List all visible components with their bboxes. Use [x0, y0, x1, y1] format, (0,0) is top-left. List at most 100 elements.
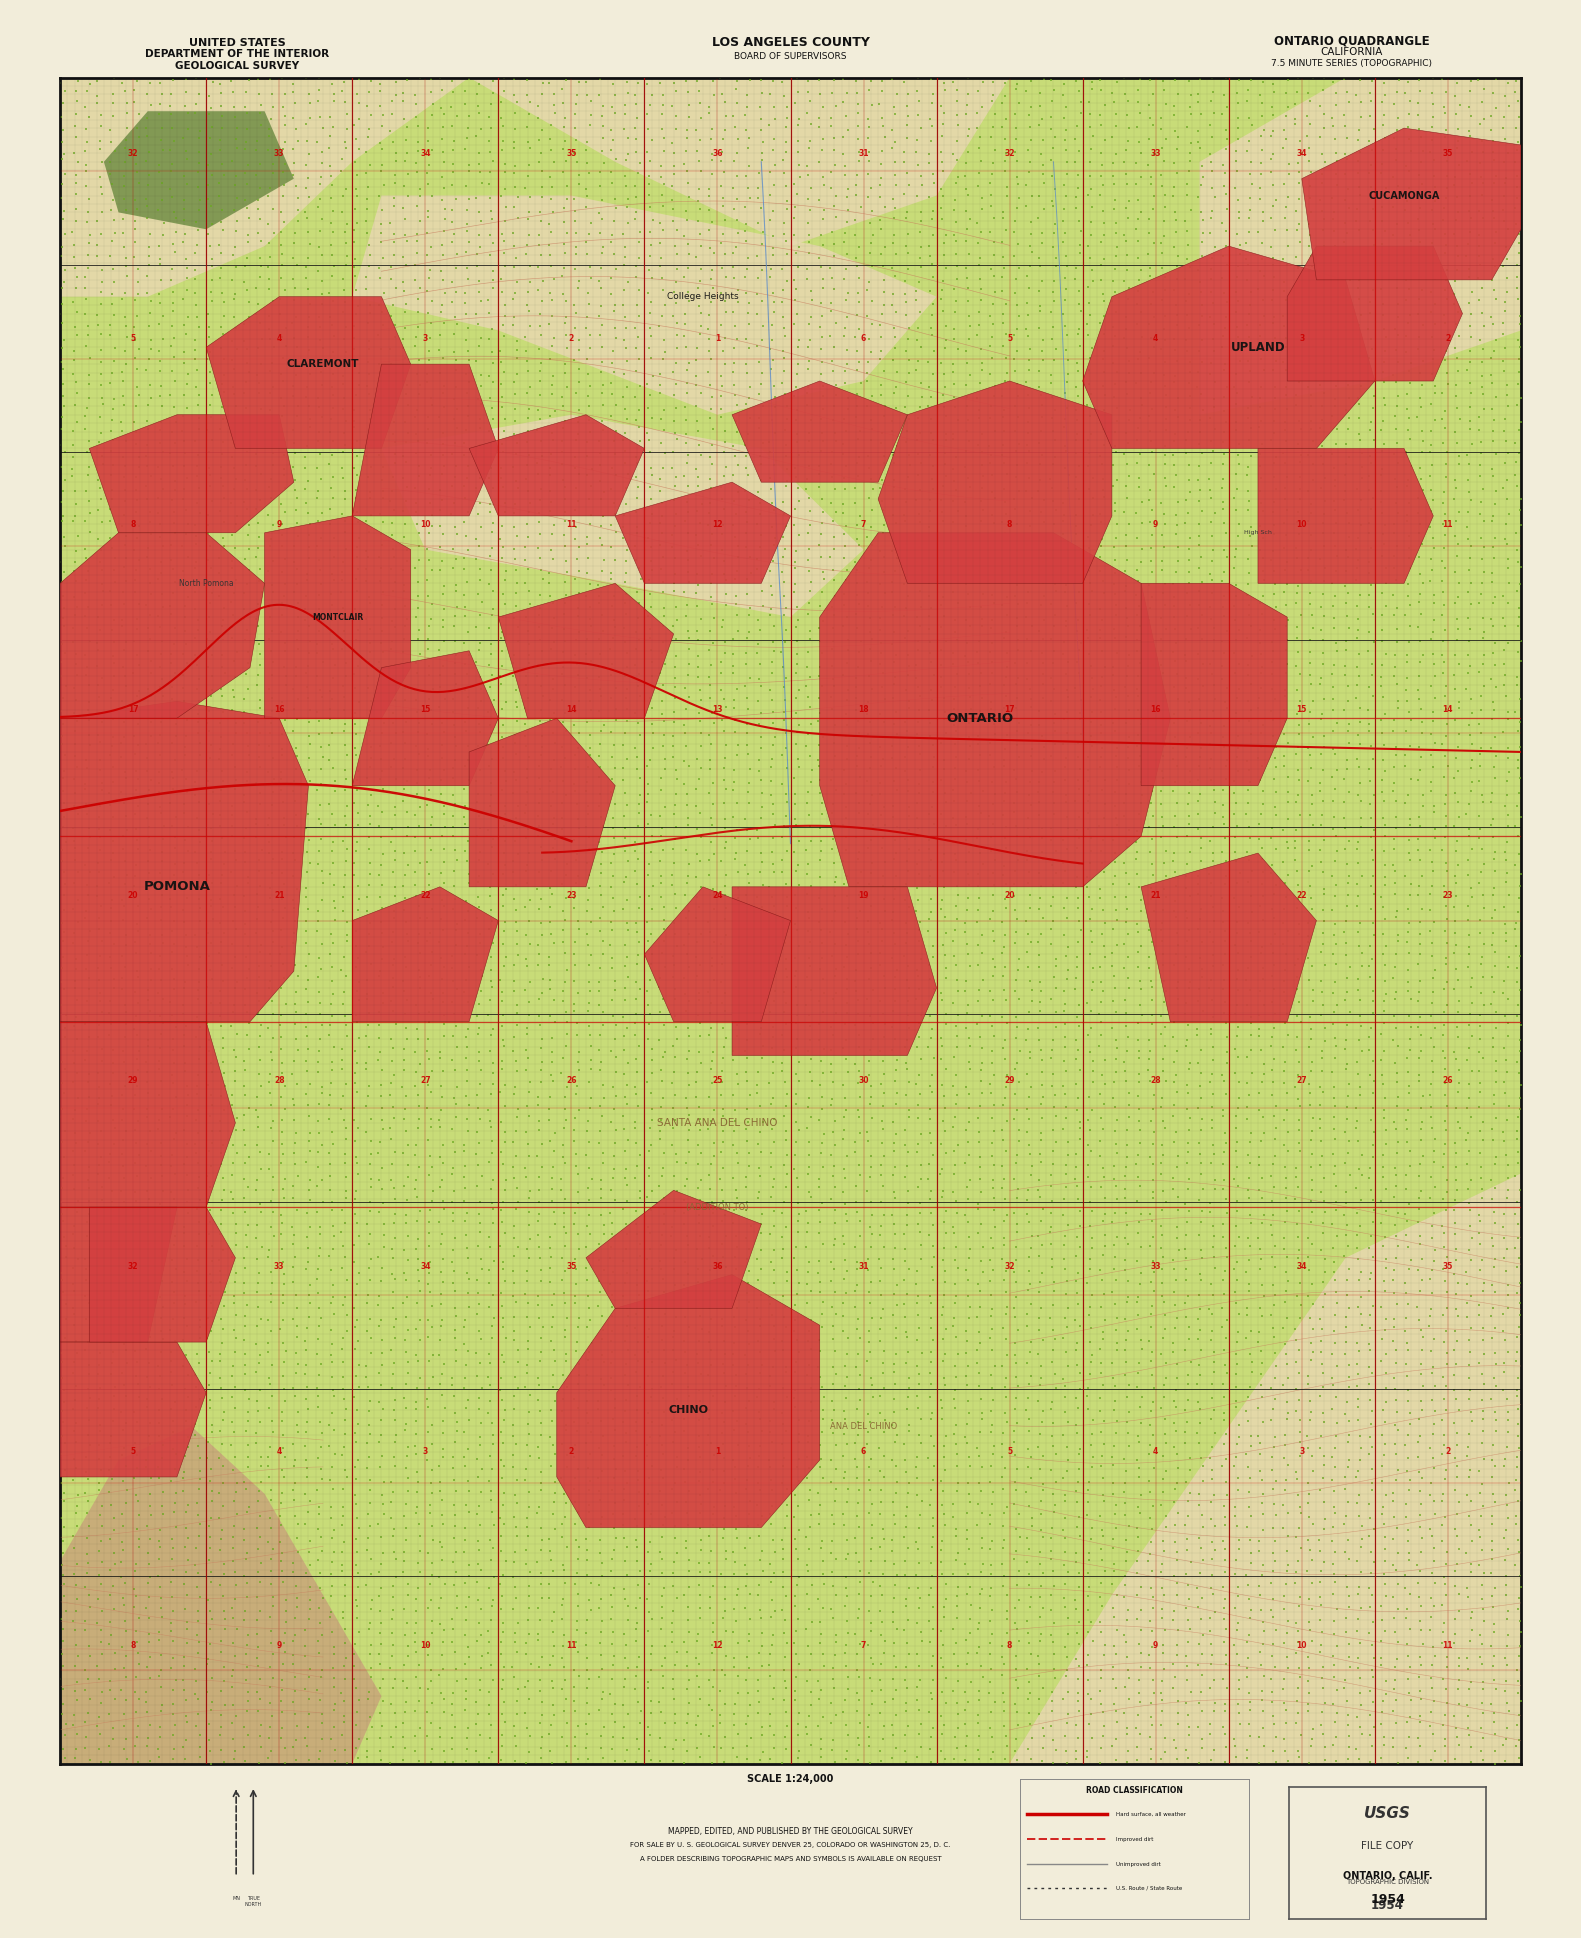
Point: [379, 1603, 405, 1634]
Point: [1080, 696, 1105, 727]
Point: [528, 380, 553, 411]
Point: [1369, 475, 1394, 506]
Point: [1173, 508, 1198, 539]
Point: [590, 378, 615, 409]
Point: [879, 252, 904, 283]
Point: [1406, 1060, 1431, 1091]
Point: [112, 1407, 138, 1438]
Point: [944, 1031, 969, 1062]
Point: [933, 787, 958, 818]
Point: [1434, 1688, 1459, 1719]
Point: [835, 919, 860, 950]
Point: [748, 698, 773, 729]
Point: [427, 1527, 452, 1558]
Point: [194, 707, 220, 738]
Point: [1445, 126, 1470, 157]
Point: [210, 1130, 236, 1161]
Point: [553, 1746, 579, 1777]
Point: [354, 554, 379, 585]
Point: [832, 1114, 857, 1145]
Point: [1262, 764, 1287, 795]
Point: [550, 134, 575, 165]
Point: [345, 1742, 370, 1773]
Point: [261, 285, 286, 316]
Point: [1214, 845, 1240, 876]
Point: [708, 1700, 734, 1731]
Point: [1385, 1748, 1410, 1779]
Point: [1505, 136, 1530, 167]
Point: [1285, 428, 1311, 459]
Polygon shape: [1287, 246, 1462, 382]
Point: [1173, 1264, 1198, 1295]
Point: [1325, 320, 1350, 351]
Point: [112, 696, 138, 727]
Point: [395, 812, 421, 843]
Point: [51, 326, 76, 357]
Point: [1015, 952, 1040, 983]
Point: [786, 1419, 811, 1450]
Point: [395, 985, 421, 1016]
Point: [858, 382, 884, 413]
Point: [501, 1593, 526, 1624]
Point: [1285, 331, 1311, 362]
Point: [258, 523, 283, 554]
Point: [659, 1068, 685, 1099]
Point: [590, 616, 615, 647]
Point: [272, 149, 297, 180]
Point: [542, 395, 568, 426]
Point: [1287, 1426, 1312, 1457]
Point: [236, 1686, 261, 1717]
Point: [185, 756, 210, 787]
Point: [1067, 1359, 1092, 1390]
Point: [884, 1054, 909, 1085]
Point: [697, 486, 723, 517]
Point: [296, 163, 321, 194]
Point: [321, 541, 346, 572]
Point: [187, 967, 212, 998]
Point: [329, 1194, 354, 1225]
Point: [187, 1219, 212, 1250]
Point: [1064, 1409, 1089, 1440]
Point: [1238, 717, 1263, 748]
Point: [455, 264, 481, 295]
Point: [158, 638, 183, 669]
Point: [236, 636, 261, 667]
Point: [334, 312, 359, 343]
Point: [1200, 436, 1225, 467]
Point: [928, 661, 953, 692]
Point: [405, 779, 430, 810]
Point: [149, 1140, 174, 1171]
Point: [991, 393, 1017, 424]
Point: [1042, 543, 1067, 574]
Point: [341, 215, 367, 246]
Point: [1421, 1547, 1447, 1578]
Point: [283, 1744, 308, 1775]
Point: [871, 510, 896, 541]
Point: [931, 1651, 957, 1682]
Point: [172, 1684, 198, 1715]
Point: [74, 752, 100, 783]
Point: [1504, 517, 1529, 548]
Point: [1197, 475, 1222, 506]
Point: [710, 535, 735, 566]
Point: [1137, 378, 1162, 409]
Point: [930, 496, 955, 527]
Point: [1262, 1043, 1287, 1074]
Point: [933, 998, 958, 1029]
Point: [123, 1316, 149, 1347]
Point: [1102, 973, 1127, 1004]
Point: [1298, 669, 1323, 700]
Point: [145, 977, 171, 1008]
Point: [1029, 1593, 1055, 1624]
Point: [688, 124, 713, 155]
Point: [1126, 225, 1151, 256]
Point: [62, 1700, 87, 1731]
Point: [626, 322, 651, 353]
Point: [194, 545, 220, 576]
Point: [1434, 1651, 1459, 1682]
Point: [145, 564, 171, 595]
Point: [1285, 285, 1311, 316]
Point: [601, 882, 626, 913]
Point: [297, 1068, 323, 1099]
Point: [51, 1568, 76, 1599]
